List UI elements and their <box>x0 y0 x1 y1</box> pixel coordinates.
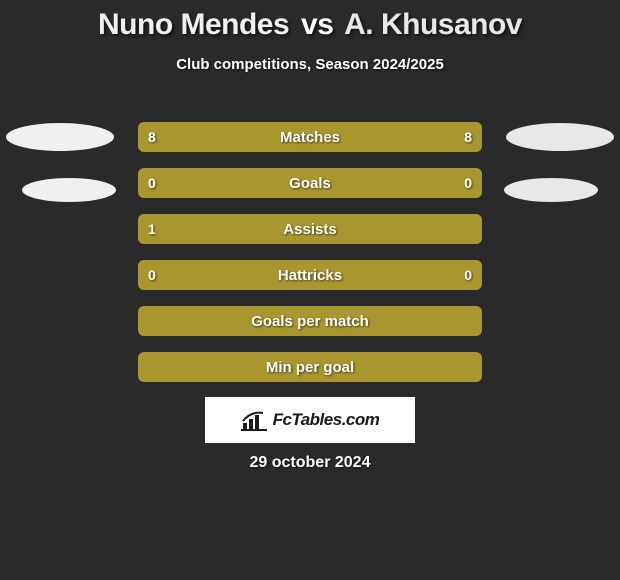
stat-label: Assists <box>138 214 482 244</box>
stat-label: Goals <box>138 168 482 198</box>
stat-row: Goals per match <box>138 306 482 336</box>
stat-value-left: 8 <box>148 122 156 152</box>
player2-name: A. Khusanov <box>344 8 522 41</box>
stat-label: Hattricks <box>138 260 482 290</box>
stat-label: Matches <box>138 122 482 152</box>
stat-label: Goals per match <box>138 306 482 336</box>
stat-label: Min per goal <box>138 352 482 382</box>
vs-text: vs <box>301 8 333 41</box>
stat-value-right: 8 <box>464 122 472 152</box>
branding-badge: FcTables.com <box>205 397 415 443</box>
player1-name: Nuno Mendes <box>98 8 289 41</box>
stats-panel: Matches88Goals00Assists1Hattricks00Goals… <box>138 122 482 398</box>
stat-row: Hattricks0 0 <box>138 260 482 290</box>
stat-row: Min per goal <box>138 352 482 382</box>
stat-value-left: 0 <box>148 260 156 290</box>
player1-marker-large <box>6 123 114 151</box>
stat-row: Goals0 0 <box>138 168 482 198</box>
stat-value-left: 1 <box>148 214 156 244</box>
comparison-card: Nuno Mendes vs A. Khusanov Club competit… <box>0 0 620 580</box>
date-text: 29 october 2024 <box>0 454 620 472</box>
branding-text: FcTables.com <box>273 410 380 430</box>
subtitle: Club competitions, Season 2024/2025 <box>0 56 620 73</box>
stat-row: Matches8 8 <box>138 122 482 152</box>
stat-value-left: 0 <box>148 168 156 198</box>
player2-marker-small <box>504 178 598 202</box>
stat-value-right: 0 <box>464 168 472 198</box>
stat-value-right: 0 <box>464 260 472 290</box>
title: Nuno Mendes vs A. Khusanov <box>0 0 620 42</box>
player1-marker-small <box>22 178 116 202</box>
chart-icon <box>241 409 267 431</box>
player2-marker-large <box>506 123 614 151</box>
stat-row: Assists1 <box>138 214 482 244</box>
